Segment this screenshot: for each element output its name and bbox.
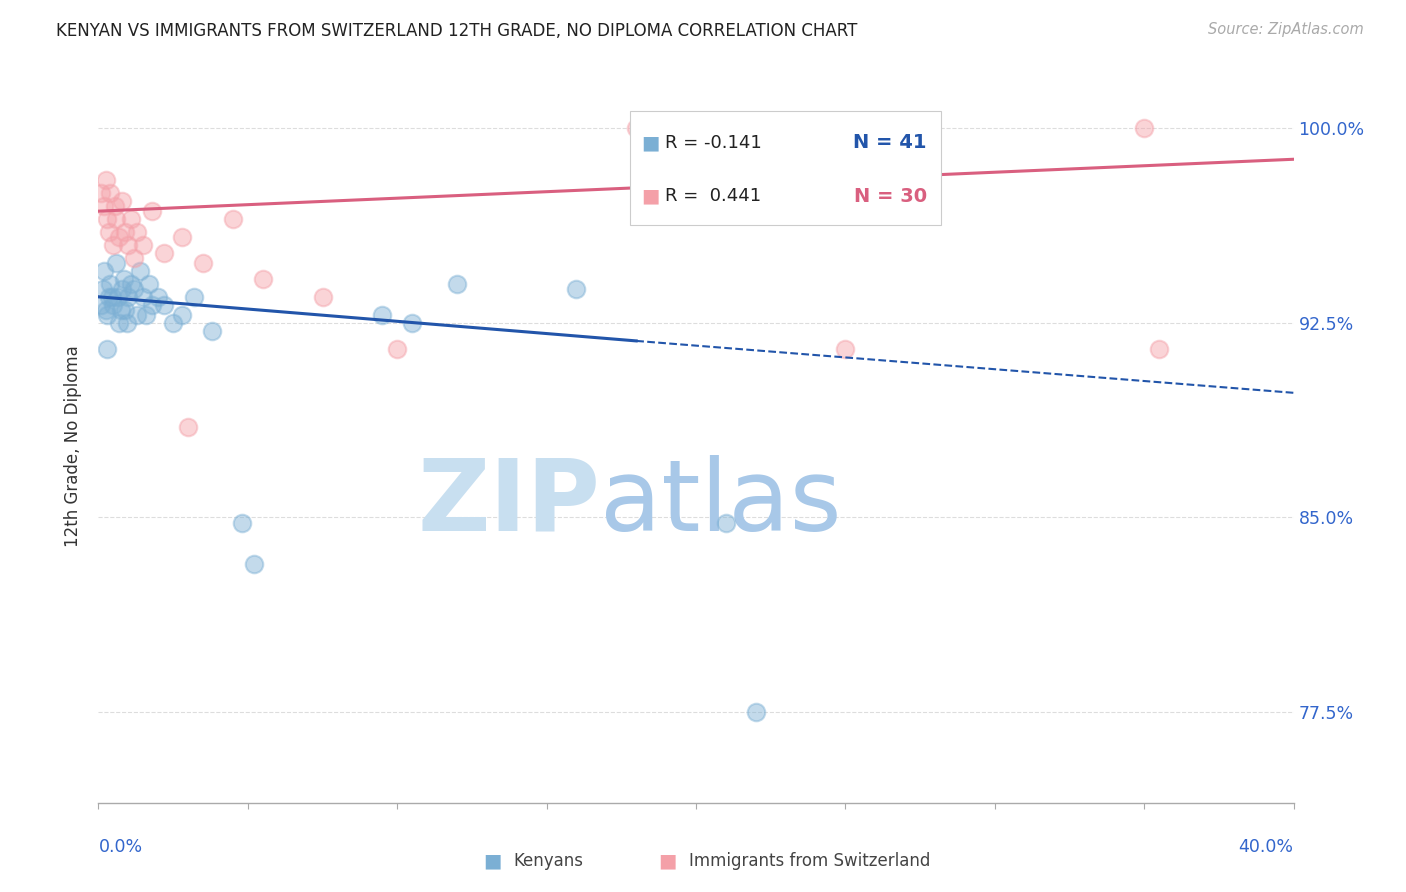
Point [96,342,118,356]
Point [626,121,648,136]
Text: N = 41: N = 41 [853,133,927,152]
Point [107,290,129,304]
Point [103,238,125,252]
Point [141,297,163,311]
Point [162,316,184,330]
Point [231,516,253,530]
Point [153,245,176,260]
Point [101,290,124,304]
Point [252,271,274,285]
Point [117,238,139,252]
Point [385,342,409,356]
Point [124,251,146,265]
Point [183,290,205,304]
Point [111,282,134,296]
Point [115,316,138,330]
Point [1133,121,1156,136]
Text: Source: ZipAtlas.com: Source: ZipAtlas.com [1208,22,1364,37]
Point [745,705,768,719]
Point [371,308,394,322]
Point [132,290,155,304]
Point [117,290,139,304]
Point [114,225,136,239]
Point [114,302,136,317]
Point [90,186,112,200]
Point [96,211,118,226]
Point [100,186,122,200]
Point [93,264,115,278]
Text: R = -0.141: R = -0.141 [665,134,762,152]
Point [172,230,194,244]
Point [243,557,266,571]
Point [124,282,146,296]
Point [565,282,588,296]
Point [96,308,118,322]
Point [132,238,155,252]
Point [172,308,194,322]
Point [112,271,135,285]
Text: ■: ■ [658,851,678,871]
Point [91,282,114,296]
Text: 40.0%: 40.0% [1239,838,1294,856]
Point [94,173,117,187]
Text: N = 30: N = 30 [853,186,927,206]
Point [97,225,120,239]
Point [177,419,200,434]
Point [108,230,131,244]
Text: ZIP: ZIP [418,455,600,551]
Text: Immigrants from Switzerland: Immigrants from Switzerland [689,852,931,870]
Point [135,308,157,322]
Point [129,264,152,278]
Point [120,277,142,291]
Point [103,297,125,311]
Text: R =  0.441: R = 0.441 [665,187,762,205]
Point [714,516,737,530]
Point [94,302,117,317]
Point [1147,342,1170,356]
Point [111,194,134,208]
Point [148,290,170,304]
Point [100,277,122,291]
Point [222,211,245,226]
Point [110,302,132,317]
Point [191,256,214,270]
Text: KENYAN VS IMMIGRANTS FROM SWITZERLAND 12TH GRADE, NO DIPLOMA CORRELATION CHART: KENYAN VS IMMIGRANTS FROM SWITZERLAND 12… [56,22,858,40]
Point [201,324,224,338]
Text: Kenyans: Kenyans [513,852,583,870]
Point [93,199,115,213]
Point [138,277,160,291]
Point [446,277,468,291]
Point [834,342,856,356]
Point [104,199,127,213]
Text: atlas: atlas [600,455,842,551]
Point [105,256,128,270]
Text: ■: ■ [482,851,502,871]
Text: ■: ■ [641,186,659,206]
Point [97,290,120,304]
Point [141,204,163,219]
Point [401,316,423,330]
Point [105,211,128,226]
Point [311,290,333,304]
Point [153,297,176,311]
Point [90,297,112,311]
Text: ■: ■ [641,133,659,152]
Point [120,211,142,226]
Point [127,308,149,322]
Y-axis label: 12th Grade, No Diploma: 12th Grade, No Diploma [65,345,83,547]
Point [108,316,131,330]
Point [127,225,149,239]
Text: 0.0%: 0.0% [98,838,142,856]
